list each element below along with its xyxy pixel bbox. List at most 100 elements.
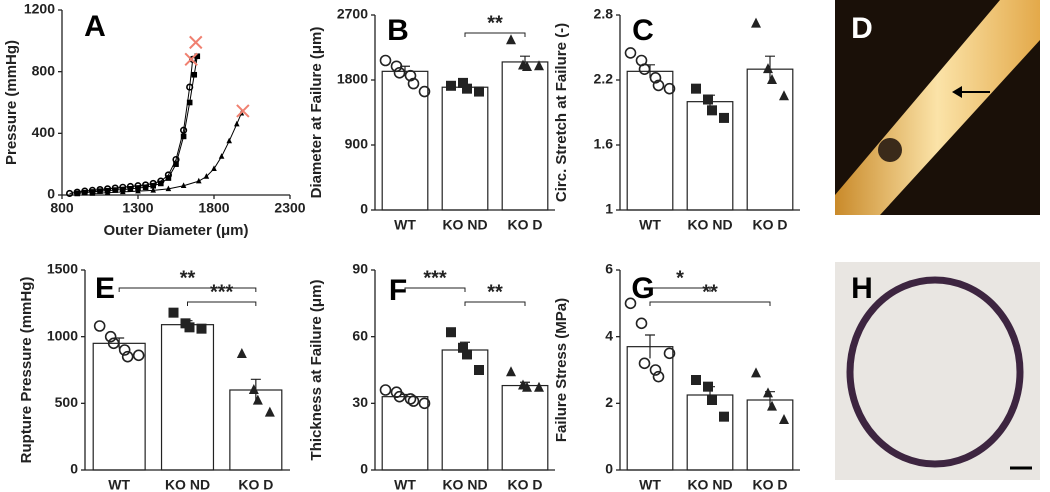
point bbox=[719, 112, 729, 123]
significance-label: ** bbox=[487, 281, 503, 303]
y-axis-label: Failure Stress (MPa) bbox=[553, 298, 570, 442]
x-axis-label: Outer Diameter (μm) bbox=[103, 222, 248, 239]
point bbox=[751, 367, 761, 378]
point bbox=[218, 153, 225, 159]
bar bbox=[626, 70, 674, 211]
point bbox=[418, 85, 431, 98]
failure-point bbox=[189, 35, 203, 50]
significance-label: ** bbox=[180, 267, 196, 289]
y-tick-label: 1800 bbox=[337, 71, 368, 87]
point bbox=[506, 366, 516, 377]
point bbox=[104, 330, 117, 343]
point bbox=[703, 381, 713, 392]
y-tick-label: 2 bbox=[605, 394, 613, 410]
point bbox=[624, 297, 637, 310]
point bbox=[719, 411, 729, 422]
y-tick-label: 2700 bbox=[337, 6, 368, 22]
point bbox=[132, 349, 145, 362]
point bbox=[691, 83, 701, 94]
point bbox=[194, 53, 201, 60]
significance-bracket bbox=[464, 301, 526, 306]
x-tick-label: WT bbox=[639, 217, 661, 233]
y-axis-label: Thickness at Failure (μm) bbox=[308, 280, 325, 461]
y-tick-label: 0 bbox=[360, 461, 368, 477]
point bbox=[652, 79, 665, 92]
panel-label: C bbox=[632, 14, 654, 47]
point bbox=[107, 337, 120, 350]
panel-label: B bbox=[387, 14, 409, 47]
significance-bracket bbox=[649, 287, 711, 292]
vessel-ring bbox=[846, 276, 1024, 468]
y-tick-label: 0 bbox=[605, 461, 613, 477]
x-tick-label: 2300 bbox=[274, 200, 305, 216]
point bbox=[404, 393, 417, 405]
significance-bracket bbox=[464, 32, 526, 37]
point bbox=[112, 187, 118, 193]
point bbox=[180, 126, 188, 134]
point bbox=[186, 99, 193, 106]
point bbox=[118, 344, 131, 356]
point bbox=[390, 60, 403, 73]
failure-point bbox=[236, 104, 250, 118]
point bbox=[506, 34, 516, 45]
point bbox=[248, 384, 259, 394]
debris bbox=[878, 138, 902, 162]
point bbox=[458, 77, 468, 88]
significance-label: * bbox=[676, 267, 684, 289]
y-tick-label: 900 bbox=[345, 136, 369, 152]
x-tick-label: WT bbox=[394, 477, 416, 492]
bar bbox=[381, 70, 429, 211]
x-tick-label: KO D bbox=[753, 217, 788, 233]
point bbox=[236, 348, 247, 358]
significance-label: ** bbox=[702, 281, 718, 303]
bar bbox=[501, 384, 549, 471]
point bbox=[180, 182, 187, 188]
point bbox=[104, 189, 111, 195]
point bbox=[462, 83, 472, 94]
point bbox=[184, 322, 195, 333]
y-tick-label: 2.2 bbox=[594, 71, 614, 87]
x-tick-label: KO ND bbox=[687, 217, 732, 233]
point bbox=[763, 63, 773, 74]
y-tick-label: 2.8 bbox=[594, 6, 614, 22]
point bbox=[638, 63, 651, 75]
point bbox=[458, 342, 468, 353]
y-tick-label: 6 bbox=[605, 261, 613, 277]
x-tick-label: 1300 bbox=[122, 200, 153, 216]
x-tick-label: WT bbox=[639, 477, 661, 492]
point bbox=[226, 137, 232, 144]
point bbox=[168, 307, 179, 318]
point bbox=[707, 395, 717, 405]
point bbox=[703, 94, 713, 105]
x-tick-label: KO D bbox=[508, 477, 543, 492]
point bbox=[663, 347, 676, 360]
bar bbox=[441, 86, 489, 211]
error-bar bbox=[645, 334, 655, 359]
significance-bracket bbox=[404, 287, 466, 292]
x-tick-label: KO ND bbox=[165, 477, 210, 492]
significance-label: *** bbox=[423, 267, 447, 289]
point bbox=[663, 82, 676, 95]
point bbox=[418, 397, 431, 410]
x-tick-label: KO D bbox=[238, 477, 273, 492]
image-bg bbox=[835, 262, 1040, 480]
y-axis-label: Pressure (mmHg) bbox=[3, 40, 20, 165]
point bbox=[97, 188, 103, 194]
point bbox=[446, 327, 456, 338]
y-tick-label: 1 bbox=[605, 201, 613, 217]
failure-point bbox=[184, 52, 198, 67]
bar bbox=[92, 342, 146, 471]
point bbox=[89, 190, 96, 196]
point bbox=[180, 133, 187, 140]
point bbox=[65, 189, 74, 198]
y-tick-label: 1200 bbox=[24, 1, 55, 17]
significance-label: *** bbox=[210, 281, 234, 303]
x-tick-label: KO ND bbox=[442, 477, 487, 492]
point bbox=[142, 184, 149, 191]
y-tick-label: 0 bbox=[360, 201, 368, 217]
point bbox=[158, 180, 164, 187]
point bbox=[393, 390, 406, 403]
point bbox=[379, 384, 392, 396]
x-tick-label: KO D bbox=[508, 217, 543, 233]
